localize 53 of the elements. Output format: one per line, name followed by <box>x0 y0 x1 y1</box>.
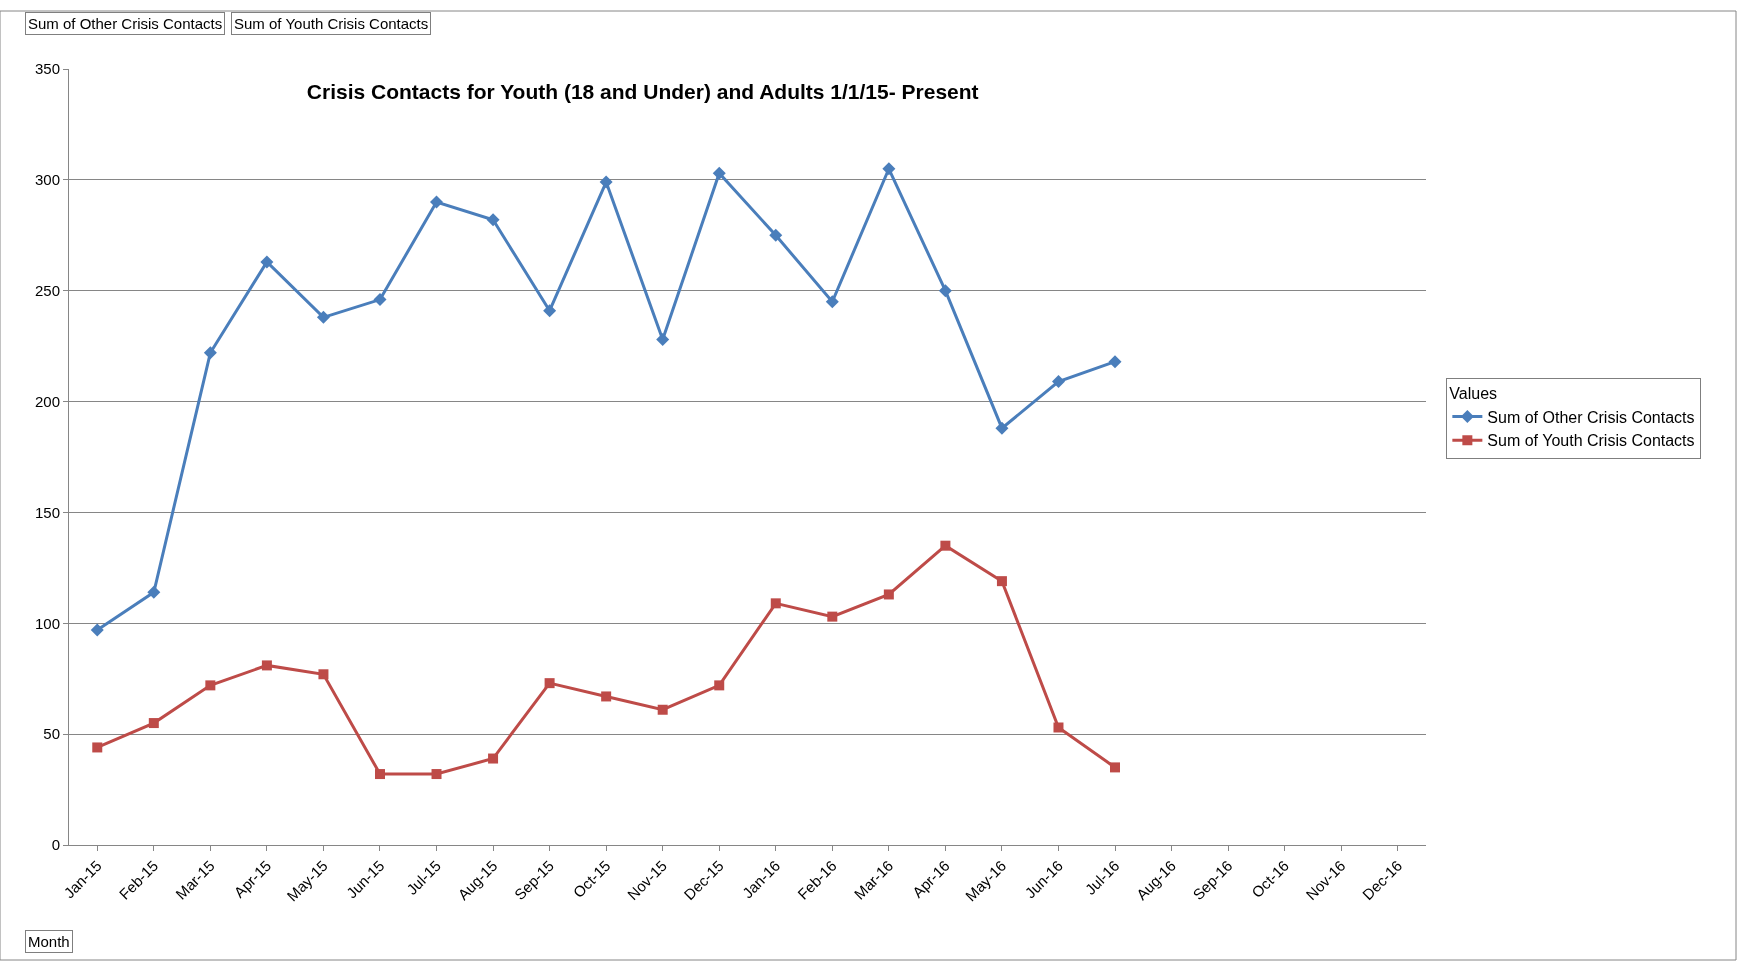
y-tick-label: 300 <box>34 171 60 189</box>
point <box>205 680 216 691</box>
point <box>599 175 613 189</box>
legend-label: Sum of Other Crisis Contacts <box>1487 408 1695 426</box>
point <box>770 598 781 609</box>
point <box>882 162 896 176</box>
y-tick-label: 50 <box>43 725 60 743</box>
point <box>657 704 668 715</box>
point <box>883 589 894 600</box>
point <box>430 195 444 209</box>
text: Sum of Youth Crisis Contacts <box>234 15 429 32</box>
point <box>712 166 726 180</box>
point <box>373 293 387 307</box>
point <box>92 742 103 753</box>
point <box>90 623 104 637</box>
point <box>1108 355 1122 369</box>
point <box>318 669 329 680</box>
point <box>1110 762 1121 773</box>
point <box>431 769 442 780</box>
point <box>148 718 159 729</box>
legend-title: Values <box>1449 385 1498 403</box>
y-tick-label: 100 <box>34 614 60 632</box>
point <box>827 611 838 622</box>
point <box>769 228 783 242</box>
point <box>995 421 1009 435</box>
point <box>996 576 1007 587</box>
point <box>203 346 217 360</box>
point <box>1053 722 1064 733</box>
point <box>940 540 951 551</box>
point <box>488 753 499 764</box>
point <box>147 585 161 599</box>
point <box>1051 375 1065 389</box>
point <box>656 332 670 346</box>
point <box>316 310 330 324</box>
text: Month <box>28 933 70 950</box>
legend-label: Sum of Youth Crisis Contacts <box>1487 432 1695 450</box>
y-tick-label: 150 <box>34 503 60 521</box>
point <box>543 304 557 318</box>
text: Sum of Other Crisis Contacts <box>28 15 223 32</box>
point <box>374 769 385 780</box>
point <box>261 660 272 671</box>
y-tick-label: 250 <box>34 281 60 299</box>
point <box>486 213 500 227</box>
point <box>544 678 555 689</box>
text: Crisis Contacts for Youth (18 and Under) and Adults 1/1/15- Present <box>306 79 979 103</box>
point <box>825 295 839 309</box>
y-tick-label: 200 <box>34 392 60 410</box>
y-tick-label: 0 <box>51 836 60 854</box>
point <box>938 284 952 298</box>
point <box>714 680 725 691</box>
y-tick-label: 350 <box>34 60 60 78</box>
point <box>601 691 612 702</box>
point <box>260 255 274 269</box>
